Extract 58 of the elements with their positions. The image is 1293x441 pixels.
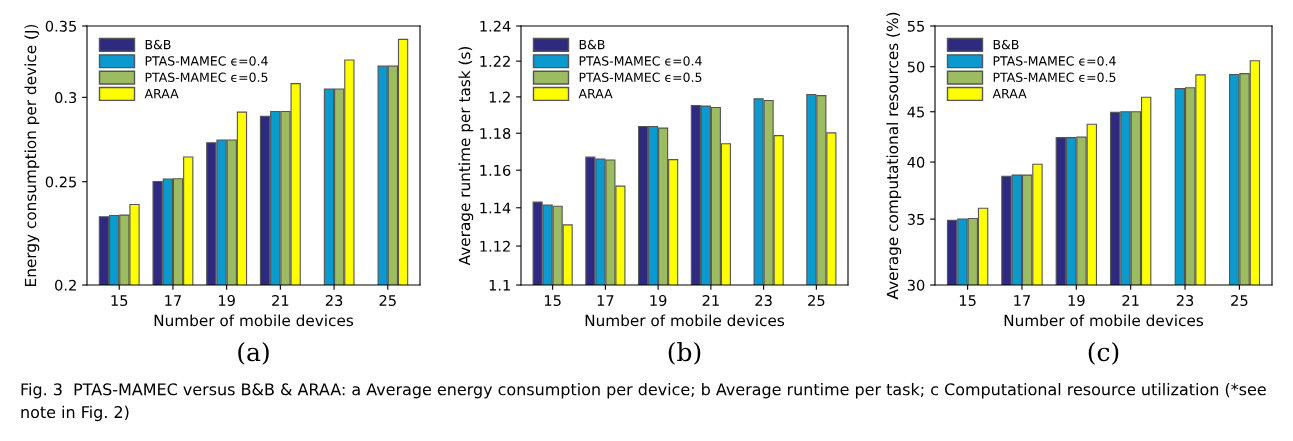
legend-label: PTAS-MAMEC ϵ=0.4 — [579, 56, 702, 66]
y-axis-title: Average computational resources (%) — [886, 12, 902, 300]
x-tick-label: 19 — [1068, 294, 1085, 307]
x-tick-label: 21 — [702, 294, 719, 306]
legend-label: B&B — [579, 39, 605, 50]
y-tick-label: 40 — [907, 156, 925, 168]
x-tick-label: 25 — [808, 294, 825, 307]
y-axis-title: Energy consumption per device (J) — [24, 24, 40, 286]
x-axis-title: Number of mobile devices — [1004, 314, 1204, 327]
y-tick-label: 1.14 — [480, 202, 511, 214]
x-axis-title: Number of mobile devices — [585, 314, 785, 327]
text: (a) — [238, 341, 269, 365]
x-tick-label: 17 — [165, 295, 181, 306]
text: (b) — [668, 341, 701, 365]
legend-label: PTAS-MAMEC ϵ=0.5 — [579, 72, 702, 82]
legend-label: ARAA — [578, 89, 613, 99]
legend-label: PTAS-MAMEC ϵ=0.5 — [993, 72, 1116, 82]
y-tick-label: 1.16 — [480, 164, 511, 176]
x-tick-label: 21 — [272, 294, 289, 306]
y-tick-label: 55 — [907, 20, 924, 32]
x-tick-label: 21 — [1122, 294, 1139, 306]
y-axis-title: Average runtime per task (s) — [458, 46, 474, 266]
y-tick-label: 45 — [907, 106, 924, 118]
legend-label: B&B — [993, 39, 1019, 50]
y-tick-label: 1.2 — [489, 91, 510, 103]
y-tick-label: 0.3 — [55, 92, 77, 104]
y-tick-label: 35 — [907, 213, 924, 225]
y-tick-label: 50 — [907, 61, 925, 73]
x-tick-label: 23 — [755, 294, 772, 307]
x-tick-label: 23 — [1176, 294, 1194, 307]
x-tick-label: 17 — [1014, 295, 1030, 306]
y-tick-label: 0.25 — [45, 176, 76, 188]
y-tick-label: 1.24 — [480, 20, 511, 32]
x-tick-label: 15 — [959, 295, 976, 307]
y-tick-label: 0.35 — [45, 20, 76, 32]
x-tick-label: 23 — [325, 294, 343, 307]
legend-label: PTAS-MAMEC ϵ=0.4 — [145, 56, 268, 66]
y-tick-label: 1.22 — [480, 55, 510, 67]
x-tick-label: 15 — [544, 295, 561, 307]
legend-label: ARAA — [992, 89, 1027, 99]
legend-label: PTAS-MAMEC ϵ=0.4 — [993, 56, 1116, 66]
legend-label: PTAS-MAMEC ϵ=0.5 — [145, 72, 268, 82]
x-tick-label: 19 — [650, 294, 667, 307]
x-tick-label: 17 — [597, 295, 614, 306]
legend-label: B&B — [145, 39, 171, 50]
text: (c) — [1088, 341, 1119, 365]
x-tick-label: 25 — [1231, 294, 1248, 307]
y-tick-label: 30 — [907, 279, 925, 291]
x-tick-label: 15 — [111, 295, 128, 307]
x-tick-label: 19 — [218, 294, 235, 307]
legend-label: ARAA — [144, 89, 179, 99]
y-tick-label: 1.18 — [480, 127, 511, 139]
x-axis-title: Number of mobile devices — [154, 314, 354, 327]
x-tick-label: 25 — [379, 294, 396, 307]
y-tick-label: 0.2 — [55, 279, 76, 291]
y-tick-label: 1.1 — [489, 279, 510, 291]
caption: Fig. 3 PTAS-MAMEC versus B&B & ARAA: a Average energy consumption per device; b Average runtime per task; c Computational resource utilization (*see note in Fig. 2) — [21, 383, 1266, 422]
y-tick-label: 1.12 — [480, 240, 510, 252]
